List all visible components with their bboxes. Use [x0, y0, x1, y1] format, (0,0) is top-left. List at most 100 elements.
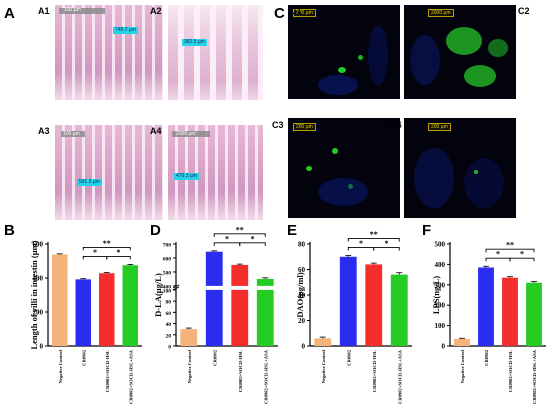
axis-break-gap — [255, 285, 275, 290]
label-a1: A1 — [38, 6, 50, 16]
axis-break-mark — [172, 284, 180, 289]
bar — [98, 273, 115, 346]
label-a3: A3 — [38, 126, 50, 136]
y-tick-label: 400 — [435, 261, 446, 269]
bar — [478, 267, 494, 346]
y-tick-label: 400 — [163, 284, 172, 290]
measurement-label: 740.7 µm — [113, 27, 138, 34]
measurement-label: 591.5 µm — [77, 179, 102, 186]
y-tick-label: 60 — [166, 311, 172, 317]
panel-letter-a: A — [4, 5, 15, 22]
chart-villi-length: 0 200 400 600 Negative Control CR0902 CR0902+S… — [33, 239, 142, 404]
scale-bar — [172, 131, 210, 137]
x-category-label: CR0902+SOCl2-HSL — [105, 350, 110, 392]
y-tick-label: 80 — [298, 241, 306, 249]
x-category-label: CR0902 — [81, 349, 86, 366]
panel-letter-f: F — [422, 222, 432, 239]
significance-bracket — [347, 238, 400, 242]
significance-bracket — [509, 257, 535, 262]
panel-letter-e: E — [287, 222, 298, 239]
significance-bracket — [485, 248, 535, 253]
axis-break-mark — [172, 286, 180, 291]
scale-text-a1: 100 µm — [64, 7, 81, 13]
x-category-label: CR0902+SOCl2-HSL+ASA — [263, 349, 268, 404]
bar — [51, 254, 68, 346]
x-category-label: CR0902+SOCl2-HSL — [508, 350, 513, 392]
measurement-label: 470.3 µm — [174, 173, 199, 180]
y-tick-label: 600 — [33, 241, 44, 249]
scale-bar — [59, 8, 105, 14]
bar — [256, 278, 274, 346]
fluorescence-c2: 2000 µm — [404, 5, 516, 99]
x-category-label: CR0902 — [212, 349, 217, 366]
significance-label: ** — [506, 241, 514, 250]
bar — [390, 274, 408, 346]
fluorescence-c4: 200 µm — [404, 118, 516, 218]
micrograph-a4: 2000 µm 470.3 µm — [168, 125, 263, 220]
bar — [526, 282, 542, 346]
micrograph-a2: 382.5 µm — [168, 5, 263, 100]
significance-label: * — [93, 248, 97, 257]
label-c1: C1 — [290, 6, 302, 16]
y-tick-label: 300 — [435, 281, 446, 289]
x-category-label: CR0902+SOCl2-HSL — [238, 350, 243, 392]
y-tick-label: 0 — [302, 343, 306, 351]
scale-label: 200 µm — [293, 9, 316, 17]
x-category-label: CR0902 — [484, 349, 489, 366]
significance-label: * — [520, 250, 524, 259]
label-a2: A2 — [150, 6, 162, 16]
axis-break-gap — [204, 285, 224, 290]
fluorescence-c3: 200 µm — [288, 118, 400, 218]
bar — [339, 256, 357, 346]
y-tick-label: 40 — [166, 322, 172, 328]
bar — [231, 264, 249, 346]
bar — [454, 338, 470, 346]
significance-bracket — [82, 246, 131, 251]
y-tick-label: 20 — [298, 317, 306, 325]
y-tick-label: 500 — [435, 241, 446, 249]
y-tick-label: 400 — [33, 275, 44, 283]
measurement-label: 382.5 µm — [182, 39, 207, 46]
y-tick-label: 600 — [163, 256, 172, 262]
x-category-label: Negative Control — [58, 349, 63, 383]
y-tick-label: 500 — [163, 270, 172, 276]
y-tick-label: 20 — [166, 333, 172, 339]
y-tick-label: 200 — [33, 309, 44, 317]
x-category-label: Negative Control — [187, 349, 192, 383]
micrograph-a1: 740.7 µm — [55, 5, 163, 100]
bar — [180, 329, 198, 346]
scale-label: 200 µm — [293, 123, 316, 131]
significance-label: ** — [236, 225, 244, 234]
panel-letter-c: C — [274, 5, 285, 22]
significance-label: * — [225, 234, 229, 243]
x-category-label: CR0902+SOCl2-HSL+ASA — [397, 349, 402, 404]
y-tick-label: 100 — [163, 288, 172, 294]
chart-dao: 0 20 40 60 80 Negative Control CR0902 CR0902+SO… — [298, 230, 412, 404]
significance-bracket — [213, 233, 266, 237]
x-category-label: CR0902 — [346, 349, 351, 366]
bar — [365, 264, 383, 346]
micrograph-a3: 100 µm 591.5 µm — [55, 125, 163, 220]
significance-bracket — [239, 242, 266, 246]
label-c4: C4 — [390, 120, 402, 130]
scale-label: 200 µm — [428, 123, 451, 131]
y-tick-label: 0 — [40, 343, 44, 351]
scale-bar — [61, 131, 85, 137]
x-category-label: CR0902+SOCl2-HSL+ASA — [128, 349, 133, 404]
axis-break-gap — [230, 285, 250, 290]
significance-bracket — [106, 255, 131, 260]
significance-label: ** — [103, 239, 111, 248]
significance-label: * — [251, 234, 255, 243]
scale-text: 2000 µm — [176, 131, 196, 137]
significance-label: * — [385, 239, 389, 248]
y-tick-label: 700 — [163, 243, 172, 249]
significance-label: * — [117, 248, 121, 257]
panel-letter-d: D — [150, 222, 161, 239]
scale-label: 2000 µm — [428, 9, 454, 17]
bar — [122, 265, 139, 346]
label-c2: C2 — [518, 6, 530, 16]
x-category-label: Negative Control — [460, 349, 465, 383]
bar — [314, 338, 332, 346]
y-tick-label: 0 — [442, 343, 446, 351]
significance-label: * — [359, 239, 363, 248]
